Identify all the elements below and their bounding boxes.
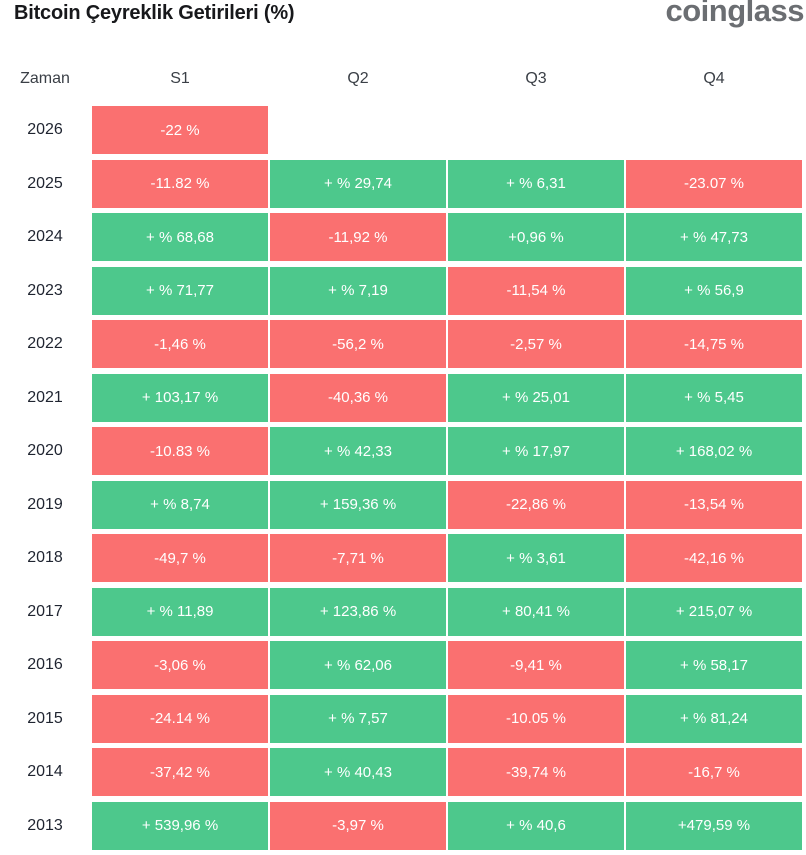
return-cell-q4: + % 56,9 bbox=[626, 266, 802, 315]
return-cell-s1: -1,46 % bbox=[92, 320, 268, 368]
year-label: 2017 bbox=[27, 602, 63, 620]
column-header-q4: Q4 bbox=[703, 70, 725, 87]
return-cell-s1: -24.14 % bbox=[92, 694, 268, 743]
return-cell-q4: -14,75 % bbox=[626, 320, 802, 368]
return-cell-q4: -16,7 % bbox=[626, 748, 802, 796]
return-cell-q2 bbox=[270, 106, 446, 154]
return-cell-q2: -56,2 % bbox=[270, 320, 446, 368]
return-cell-q4: -42,16 % bbox=[626, 534, 802, 582]
return-cell-q4: + % 5,45 bbox=[626, 373, 802, 422]
table-row: 2022 -1,46 % -56,2 % -2,57 % -14,75 % bbox=[0, 320, 804, 368]
return-cell-s1: -37,42 % bbox=[92, 748, 268, 796]
return-cell-q3: -9,41 % bbox=[448, 641, 624, 689]
table-row: 2018 -49,7 % -7,71 % + % 3,61 -42,16 % bbox=[0, 534, 804, 582]
return-cell-q2: -3,97 % bbox=[270, 801, 446, 850]
return-cell-q3: -39,74 % bbox=[448, 748, 624, 796]
return-cell-s1: + % 71,77 bbox=[92, 266, 268, 315]
year-label: 2014 bbox=[27, 763, 63, 780]
return-cell-q3: + % 25,01 bbox=[448, 373, 624, 422]
return-cell-q4 bbox=[626, 106, 802, 154]
year-label: 2025 bbox=[27, 174, 63, 192]
return-cell-q4: + % 58,17 bbox=[626, 641, 802, 689]
return-cell-s1: + % 8,74 bbox=[92, 480, 268, 529]
return-cell-q3: -2,57 % bbox=[448, 320, 624, 368]
return-cell-q4: + 168,02 % bbox=[626, 427, 802, 475]
year-label: 2024 bbox=[27, 228, 63, 245]
returns-table: Zaman S1 Q2 Q3 Q4 2026 -22 % 2025 -11.82… bbox=[0, 58, 804, 855]
return-cell-q3: +0,96 % bbox=[448, 213, 624, 261]
return-cell-q3 bbox=[448, 106, 624, 154]
return-cell-q3: -22,86 % bbox=[448, 480, 624, 529]
table-row: 2021 + 103,17 % -40,36 % + % 25,01 + % 5… bbox=[0, 373, 804, 422]
return-cell-q3: + % 3,61 bbox=[448, 534, 624, 582]
table-body: 2026 -22 % 2025 -11.82 % + % 29,74 + % 6… bbox=[0, 106, 804, 850]
table-row: 2019 + % 8,74 + 159,36 % -22,86 % -13,54… bbox=[0, 480, 804, 529]
return-cell-s1: + 539,96 % bbox=[92, 801, 268, 850]
return-cell-s1: + % 11,89 bbox=[92, 587, 268, 636]
year-label: 2013 bbox=[27, 816, 63, 834]
page-title: Bitcoin Çeyreklik Getirileri (%) bbox=[14, 2, 295, 24]
year-label: 2023 bbox=[27, 281, 63, 299]
year-label: 2015 bbox=[27, 709, 63, 727]
table-row: 2025 -11.82 % + % 29,74 + % 6,31 -23.07 … bbox=[0, 159, 804, 208]
table-row: 2014 -37,42 % + % 40,43 -39,74 % -16,7 % bbox=[0, 748, 804, 796]
return-cell-q4: + % 47,73 bbox=[626, 213, 802, 261]
return-cell-q4: -23.07 % bbox=[626, 159, 802, 208]
year-label: 2020 bbox=[27, 442, 63, 459]
return-cell-q2: + % 42,33 bbox=[270, 427, 446, 475]
return-cell-s1: -3,06 % bbox=[92, 641, 268, 689]
table-row: 2016 -3,06 % + % 62,06 -9,41 % + % 58,17 bbox=[0, 641, 804, 689]
table-row: 2015 -24.14 % + % 7,57 -10.05 % + % 81,2… bbox=[0, 694, 804, 743]
return-cell-s1: -10.83 % bbox=[92, 427, 268, 475]
year-label: 2016 bbox=[27, 656, 63, 673]
return-cell-q3: -10.05 % bbox=[448, 694, 624, 743]
return-cell-q2: + % 7,19 bbox=[270, 266, 446, 315]
return-cell-q3: + % 17,97 bbox=[448, 427, 624, 475]
year-label: 2026 bbox=[27, 121, 63, 138]
return-cell-q4: +479,59 % bbox=[626, 801, 802, 850]
return-cell-q4: -13,54 % bbox=[626, 480, 802, 529]
return-cell-q3: + % 40,6 bbox=[448, 801, 624, 850]
return-cell-q2: + 123,86 % bbox=[270, 587, 446, 636]
column-header-q3: Q3 bbox=[525, 70, 547, 87]
table-row: 2023 + % 71,77 + % 7,19 -11,54 % + % 56,… bbox=[0, 266, 804, 315]
page-header: Bitcoin Çeyreklik Getirileri (%) coingla… bbox=[0, 0, 806, 34]
return-cell-q2: + % 62,06 bbox=[270, 641, 446, 689]
return-cell-q2: + % 7,57 bbox=[270, 694, 446, 743]
return-cell-q3: + % 6,31 bbox=[448, 159, 624, 208]
return-cell-s1: -49,7 % bbox=[92, 534, 268, 582]
return-cell-q2: + 159,36 % bbox=[270, 480, 446, 529]
table-row: 2026 -22 % bbox=[0, 106, 804, 154]
return-cell-s1: -22 % bbox=[92, 106, 268, 154]
return-cell-q2: + % 40,43 bbox=[270, 748, 446, 796]
table-row: 2024 + % 68,68 -11,92 % +0,96 % + % 47,7… bbox=[0, 213, 804, 261]
return-cell-q2: -40,36 % bbox=[270, 373, 446, 422]
year-label: 2021 bbox=[27, 388, 63, 406]
return-cell-s1: + 103,17 % bbox=[92, 373, 268, 422]
return-cell-s1: + % 68,68 bbox=[92, 213, 268, 261]
table-row: 2013 + 539,96 % -3,97 % + % 40,6 +479,59… bbox=[0, 801, 804, 850]
return-cell-q3: + 80,41 % bbox=[448, 587, 624, 636]
return-cell-q4: + % 81,24 bbox=[626, 694, 802, 743]
column-header-s1: S1 bbox=[170, 70, 190, 87]
year-label: 2018 bbox=[27, 549, 63, 566]
column-header-zaman: Zaman bbox=[20, 70, 70, 87]
table-header-row: Zaman S1 Q2 Q3 Q4 bbox=[0, 58, 804, 100]
year-label: 2022 bbox=[27, 335, 63, 352]
return-cell-q3: -11,54 % bbox=[448, 266, 624, 315]
column-header-q2: Q2 bbox=[347, 70, 369, 87]
coinglass-logo[interactable]: coinglass bbox=[665, 0, 805, 28]
return-cell-s1: -11.82 % bbox=[92, 159, 268, 208]
year-label: 2019 bbox=[27, 495, 63, 513]
return-cell-q4: + 215,07 % bbox=[626, 587, 802, 636]
return-cell-q2: -11,92 % bbox=[270, 213, 446, 261]
table-row: 2017 + % 11,89 + 123,86 % + 80,41 % + 21… bbox=[0, 587, 804, 636]
return-cell-q2: + % 29,74 bbox=[270, 159, 446, 208]
table-row: 2020 -10.83 % + % 42,33 + % 17,97 + 168,… bbox=[0, 427, 804, 475]
return-cell-q2: -7,71 % bbox=[270, 534, 446, 582]
